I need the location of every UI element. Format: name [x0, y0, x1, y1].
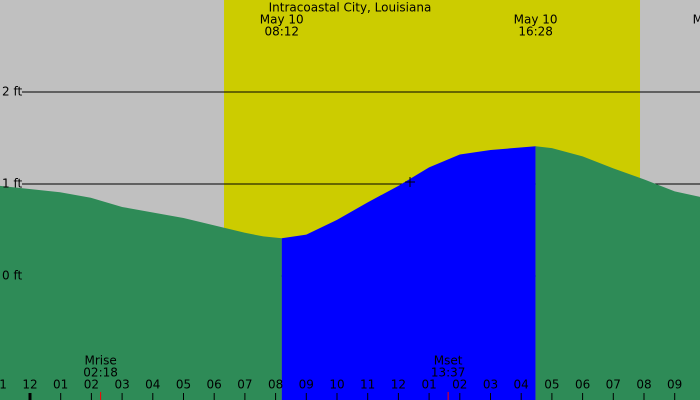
x-tick-label: 09 — [299, 378, 314, 392]
x-tick-label: 07 — [606, 378, 621, 392]
extreme-time: 16:28 — [518, 25, 553, 39]
y-tick-label: 2 ft — [2, 84, 22, 98]
x-tick-label: 08 — [636, 378, 651, 392]
chart-title: Intracoastal City, Louisiana — [269, 1, 432, 15]
x-tick-label: 06 — [575, 378, 590, 392]
x-tick-label: 09 — [667, 378, 682, 392]
x-tick-label: 07 — [237, 378, 252, 392]
x-tick-label: 06 — [207, 378, 222, 392]
x-tick-label: 12 — [391, 378, 406, 392]
extreme-date: May 10 — [514, 13, 558, 27]
x-tick-label: 04 — [145, 378, 160, 392]
x-tick-label: 01 — [421, 378, 436, 392]
x-tick-label: 11 — [360, 378, 375, 392]
moon-event-time: 13:37 — [431, 366, 466, 380]
extreme-date: May 10 — [260, 13, 304, 27]
y-tick-label: 0 ft — [2, 268, 22, 282]
x-tick-label: 03 — [483, 378, 498, 392]
x-tick-label: 01 — [53, 378, 68, 392]
x-tick-label: 04 — [514, 378, 529, 392]
tide-area — [535, 146, 700, 400]
cursor-cross — [405, 177, 415, 187]
x-tick-label: 05 — [544, 378, 559, 392]
x-tick-label: 02 — [452, 378, 467, 392]
x-tick-label: 03 — [114, 378, 129, 392]
tide-area — [281, 146, 536, 400]
moon-event-time: 02:18 — [83, 366, 118, 380]
x-tick-label: 05 — [176, 378, 191, 392]
moon-event-label: Mset — [434, 354, 463, 368]
x-tick-label: 08 — [268, 378, 283, 392]
y-tick-label: 1 ft — [2, 176, 22, 190]
extreme-time: 08:12 — [264, 25, 299, 39]
extreme-date: May 10 — [693, 13, 700, 27]
x-tick-label: 11 — [0, 378, 7, 392]
x-tick-label: 12 — [22, 378, 37, 392]
x-tick-label: 10 — [329, 378, 344, 392]
tide-area — [0, 185, 282, 400]
moon-event-label: Mrise — [84, 354, 116, 368]
x-tick-label: 02 — [84, 378, 99, 392]
